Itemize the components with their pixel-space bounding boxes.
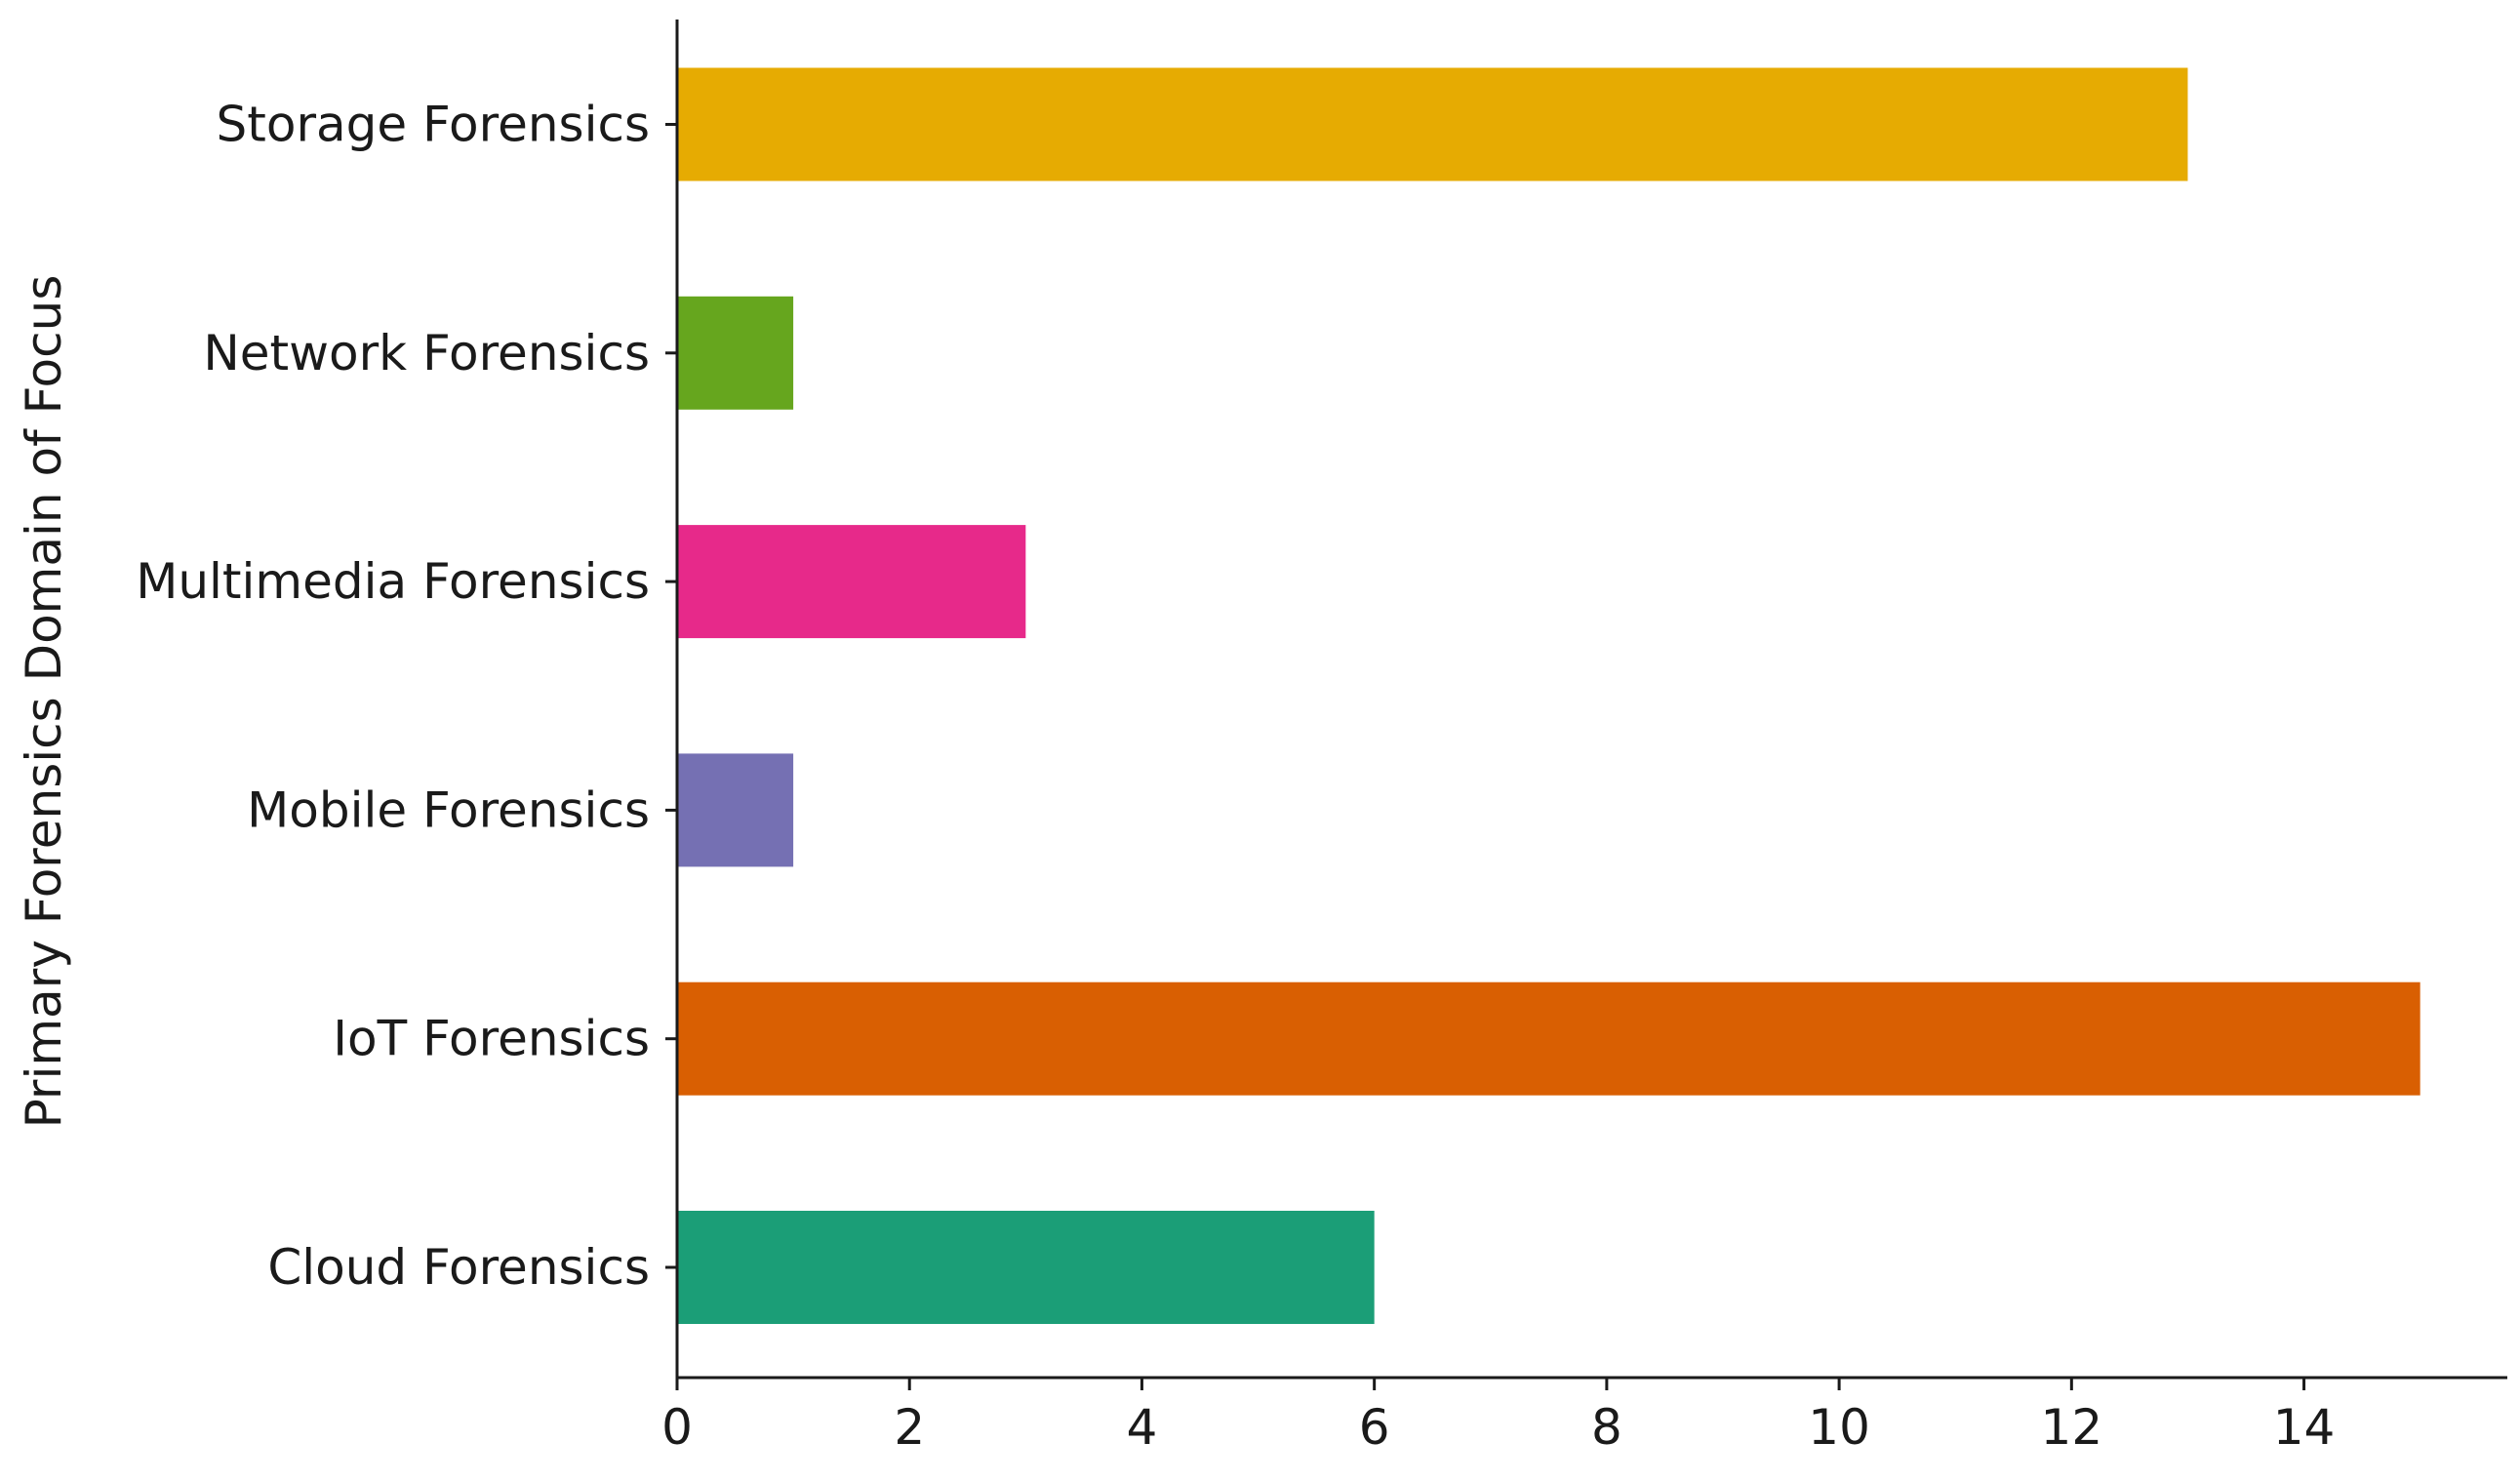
bar-cloud-forensics	[677, 1211, 1375, 1324]
x-tick-group: 0 2 4 6 8 10 12 14	[661, 1378, 2335, 1456]
y-tick-label: Mobile Forensics	[247, 781, 650, 838]
y-axis: Cloud Forensics IoT Forensics Mobile Foren…	[136, 20, 679, 1378]
y-axis-label: Primary Forensics Domain of Focus	[16, 275, 72, 1129]
y-tick-label: Network Forensics	[203, 325, 650, 381]
y-tick-label: Cloud Forensics	[267, 1239, 650, 1296]
x-tick-label: 14	[2273, 1399, 2336, 1456]
x-tick-label: 12	[2041, 1399, 2103, 1456]
bar-network-forensics	[677, 296, 794, 410]
x-tick-label: 4	[1127, 1399, 1158, 1456]
bar-storage-forensics	[677, 67, 2188, 181]
bars-group	[677, 67, 2420, 1324]
y-tick-group: Cloud Forensics IoT Forensics Mobile Foren…	[136, 97, 677, 1296]
x-tick-label: 2	[894, 1399, 925, 1456]
bar-iot-forensics	[677, 981, 2420, 1096]
bar-mobile-forensics	[677, 753, 794, 867]
y-tick-label: IoT Forensics	[333, 1011, 650, 1067]
y-tick-label: Storage Forensics	[217, 97, 650, 153]
x-tick-label: 0	[661, 1399, 693, 1456]
x-axis: 0 2 4 6 8 10 12 14	[661, 1376, 2507, 1456]
y-tick-label: Multimedia Forensics	[136, 553, 650, 610]
bar-multimedia-forensics	[677, 525, 1026, 639]
x-tick-label: 10	[1808, 1399, 1870, 1456]
x-tick-label: 8	[1591, 1399, 1622, 1456]
x-tick-label: 6	[1359, 1399, 1390, 1456]
